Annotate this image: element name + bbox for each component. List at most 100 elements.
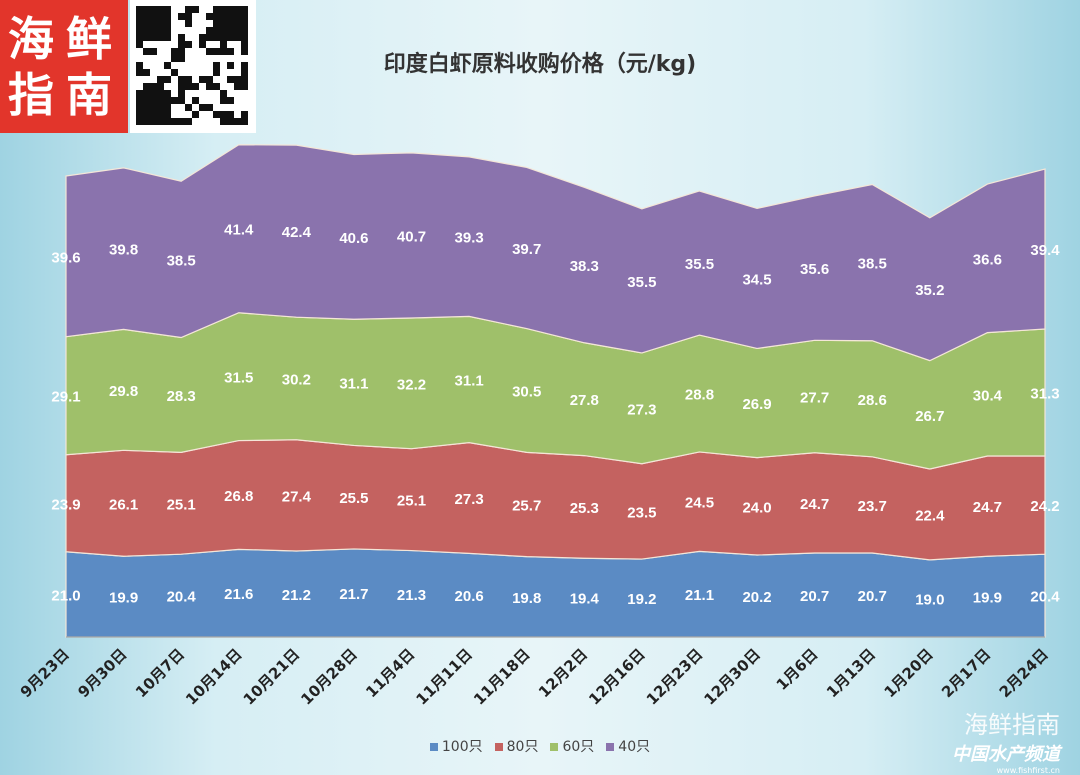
x-tick-label: 12月30日 [700,645,763,708]
data-label: 25.1 [167,496,196,513]
data-label: 24.7 [800,496,829,513]
data-label: 19.2 [627,591,656,608]
data-label: 23.9 [51,496,80,513]
data-label: 35.5 [685,256,714,273]
data-label: 35.5 [627,274,656,291]
data-label: 27.3 [455,491,484,508]
data-label: 20.4 [167,589,197,606]
data-label: 42.4 [282,224,312,241]
data-label: 21.0 [51,587,80,604]
data-label: 21.3 [397,587,426,604]
logo-char: 鲜 [66,12,112,66]
data-label: 23.5 [627,504,656,521]
data-label: 20.7 [800,588,829,605]
logo-char: 南 [66,68,112,122]
data-label: 24.0 [742,499,771,516]
data-label: 30.5 [512,383,541,400]
legend-item: 80只 [494,736,539,756]
legend-item: 100只 [429,736,483,756]
x-tick-label: 1月13日 [823,645,879,701]
x-tick-label: 10月14日 [182,645,245,708]
data-label: 24.5 [685,495,714,512]
qr-code [130,0,256,133]
data-label: 31.5 [224,370,253,387]
legend-item: 60只 [550,736,594,756]
data-label: 27.8 [570,392,599,409]
data-label: 19.8 [512,590,541,607]
data-label: 27.7 [800,390,829,407]
data-label: 21.2 [282,587,311,604]
x-tick-label: 12月2日 [535,645,591,701]
legend: 100只 80只 60只 40只 [0,736,1080,756]
x-tick-label: 1月6日 [773,645,822,694]
data-label: 32.2 [397,376,426,393]
data-label: 40.7 [397,228,426,245]
watermark-url: www.fishfirst.cn [996,766,1060,775]
legend-label: 80只 [506,739,539,755]
watermark-channel: 中国水产频道 [952,744,1060,765]
x-tick-label: 10月7日 [132,645,188,701]
data-label: 29.1 [51,389,80,406]
data-label: 27.3 [627,401,656,418]
legend-label: 60只 [562,739,595,755]
area-40只 [65,144,1046,362]
x-tick-label: 11月4日 [362,645,418,701]
legend-label: 40只 [618,739,651,755]
legend-swatch [606,743,615,751]
data-label: 24.2 [1030,498,1059,515]
chart-title: 印度白虾原料收购价格（元/kg) [383,52,697,77]
data-label: 39.7 [512,241,541,258]
x-tick-label: 12月23日 [643,645,706,708]
data-label: 20.6 [455,588,484,605]
watermark-brand: 海鲜指南 [964,711,1060,739]
data-label: 26.1 [109,496,138,513]
data-label: 19.4 [570,591,600,608]
x-tick-label: 11月11日 [412,645,475,708]
data-label: 38.3 [570,258,599,275]
qr-code-image [136,6,248,125]
data-label: 30.2 [282,371,311,388]
data-label: 28.8 [685,387,714,404]
data-label: 25.5 [339,490,368,507]
area-100只 [65,548,1046,638]
data-label: 34.5 [742,271,771,288]
x-tick-label: 9月23日 [17,645,73,701]
data-label: 36.6 [973,251,1002,268]
data-label: 26.7 [915,408,944,425]
data-label: 21.1 [685,587,714,604]
data-label: 35.2 [915,282,944,299]
x-tick-label: 12月16日 [585,645,648,708]
logo-char: 海 [8,12,54,66]
data-label: 24.7 [973,499,1002,516]
data-label: 20.7 [858,588,887,605]
data-label: 21.6 [224,586,253,603]
legend-swatch [429,743,438,751]
x-tick-label: 9月30日 [74,645,130,701]
data-label: 25.1 [397,493,426,510]
data-label: 25.3 [570,500,599,517]
data-label: 20.4 [1030,589,1060,606]
data-label: 31.3 [1030,385,1059,402]
legend-swatch [494,743,503,751]
logo-char: 指 [8,68,54,122]
logo: 海 鲜 指 南 [0,0,128,133]
watermark: 海鲜指南 中国水产频道 www.fishfirst.cn [952,705,1060,775]
data-label: 19.9 [109,590,138,607]
data-label: 26.9 [742,396,771,413]
data-label: 21.7 [339,586,368,603]
x-tick-label: 11月18日 [470,645,533,708]
data-label: 38.5 [167,252,196,269]
data-label: 19.9 [973,590,1002,607]
data-label: 41.4 [224,222,254,239]
data-label: 39.3 [455,230,484,247]
data-label: 35.6 [800,261,829,278]
x-tick-label: 2月24日 [996,645,1052,701]
data-label: 28.3 [167,388,196,405]
data-label: 26.8 [224,488,253,505]
data-label: 39.4 [1030,242,1060,259]
data-label: 39.8 [109,242,138,259]
legend-swatch [550,743,559,751]
legend-label: 100只 [441,739,483,755]
data-label: 39.6 [51,249,80,266]
